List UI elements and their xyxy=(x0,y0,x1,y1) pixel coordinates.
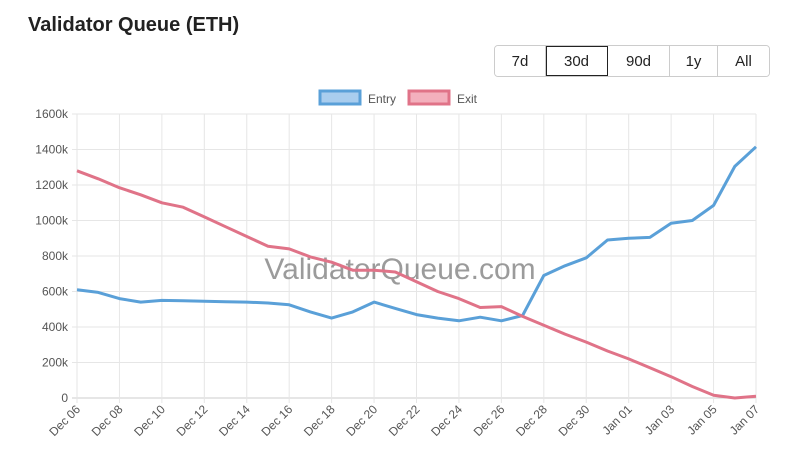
x-tick-label: Jan 03 xyxy=(642,402,678,438)
y-tick-label: 1000k xyxy=(35,214,69,228)
range-90d-button[interactable]: 90d xyxy=(608,46,670,76)
x-tick-label: Jan 05 xyxy=(684,402,720,438)
page-title: Validator Queue (ETH) xyxy=(28,14,240,36)
x-tick-label: Dec 20 xyxy=(343,402,380,439)
range-selector: 7d 30d 90d 1y All xyxy=(494,45,770,77)
x-tick-label: Dec 18 xyxy=(301,402,338,439)
range-all-button[interactable]: All xyxy=(718,46,769,76)
y-tick-label: 1600k xyxy=(35,107,69,121)
x-tick-label: Dec 26 xyxy=(471,402,508,439)
range-30d-button[interactable]: 30d xyxy=(546,46,608,76)
y-tick-label: 1200k xyxy=(35,178,69,192)
legend-label-entry: Entry xyxy=(368,92,396,106)
series-line-exit xyxy=(76,169,757,400)
legend-swatch-exit xyxy=(407,89,451,106)
x-tick-label: Dec 28 xyxy=(513,402,550,439)
x-tick-label: Dec 24 xyxy=(428,402,465,439)
x-tick-label: Jan 07 xyxy=(727,402,763,438)
watermark: ValidatorQueue.com xyxy=(264,253,535,286)
x-tick-label: Dec 12 xyxy=(174,402,211,439)
x-tick-label: Dec 14 xyxy=(216,402,253,439)
x-tick-label: Dec 22 xyxy=(386,402,423,439)
y-tick-label: 600k xyxy=(42,285,69,299)
x-tick-label: Dec 30 xyxy=(556,402,593,439)
x-tick-label: Dec 08 xyxy=(89,402,126,439)
y-tick-label: 800k xyxy=(42,249,69,263)
x-tick-label: Dec 06 xyxy=(46,402,83,439)
y-tick-label: 400k xyxy=(42,320,69,334)
y-tick-label: 200k xyxy=(42,356,69,370)
x-tick-label: Dec 10 xyxy=(131,402,168,439)
legend-swatch-entry xyxy=(318,89,362,106)
range-1y-button[interactable]: 1y xyxy=(670,46,718,76)
range-7d-button[interactable]: 7d xyxy=(495,46,546,76)
y-tick-label: 0 xyxy=(61,391,68,405)
y-tick-label: 1400k xyxy=(35,143,69,157)
x-tick-label: Dec 16 xyxy=(259,402,296,439)
x-tick-label: Jan 01 xyxy=(599,402,635,438)
legend-label-exit: Exit xyxy=(457,92,478,106)
series-line-entry xyxy=(76,145,758,323)
